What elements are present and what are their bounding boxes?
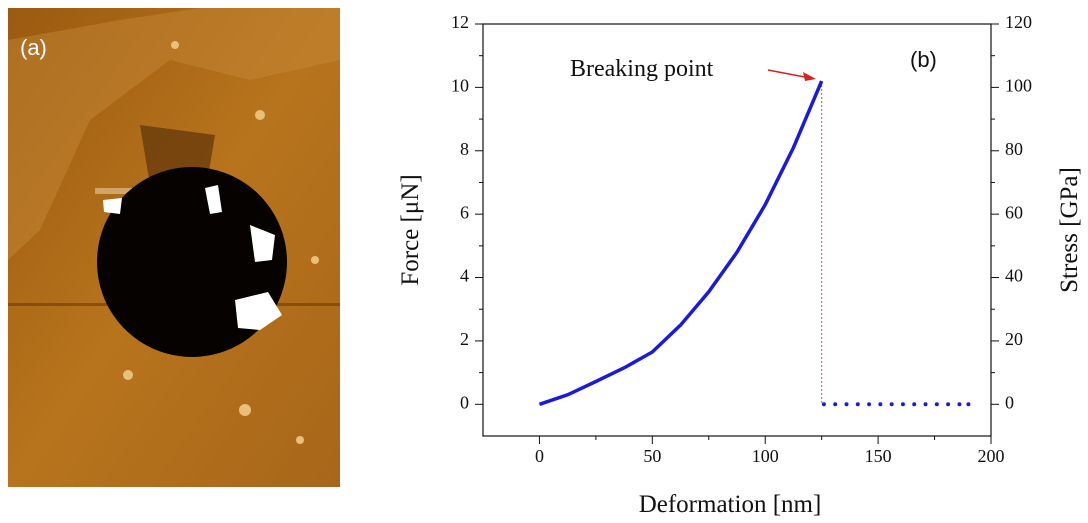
y2-tick-label: 20 (1005, 329, 1023, 349)
data-point (821, 402, 826, 407)
data-point (878, 402, 883, 407)
data-point (833, 402, 838, 407)
x-tick-label: 0 (535, 446, 544, 466)
data-point (957, 402, 962, 407)
annotation-arrowhead (803, 72, 816, 81)
x-axis-title: Deformation [nm] (639, 491, 822, 518)
data-line (538, 80, 824, 406)
annotation: Breaking point (570, 56, 714, 82)
y-tick-label: 12 (451, 12, 469, 32)
y-tick-label: 0 (460, 392, 469, 412)
y-tick-label: 10 (451, 76, 469, 96)
data-point (867, 402, 872, 407)
data-point (844, 402, 849, 407)
data-point (923, 402, 928, 407)
x-tick-label: 200 (978, 446, 1005, 466)
y-tick-label: 4 (460, 266, 469, 286)
data-point (946, 402, 951, 407)
data-point (855, 402, 860, 407)
data-point (966, 402, 971, 407)
afm-image: (a) (8, 8, 340, 487)
y2-tick-label: 120 (1005, 12, 1032, 32)
y-tick-label: 6 (460, 202, 469, 222)
y-tick-label: 8 (460, 139, 469, 159)
data-point (889, 402, 894, 407)
data-point (900, 402, 905, 407)
y2-tick-label: 60 (1005, 202, 1023, 222)
x-tick-label: 100 (752, 446, 779, 466)
panel-label: (a) (20, 35, 47, 60)
plot-frame (482, 23, 992, 437)
panel-label: (b) (910, 47, 937, 72)
x-tick-label: 50 (643, 446, 661, 466)
y2-axis-title: Stress [GPa] (1056, 167, 1083, 293)
y2-tick-label: 0 (1005, 392, 1014, 412)
y2-tick-label: 80 (1005, 139, 1023, 159)
y-tick-label: 2 (460, 329, 469, 349)
annotation-arrow (767, 69, 811, 79)
y2-tick-label: 40 (1005, 266, 1023, 286)
data-point (934, 402, 939, 407)
data-point (912, 402, 917, 407)
y2-tick-label: 100 (1005, 76, 1032, 96)
y-axis-title: Force [μN] (397, 174, 424, 285)
x-tick-label: 150 (865, 446, 892, 466)
